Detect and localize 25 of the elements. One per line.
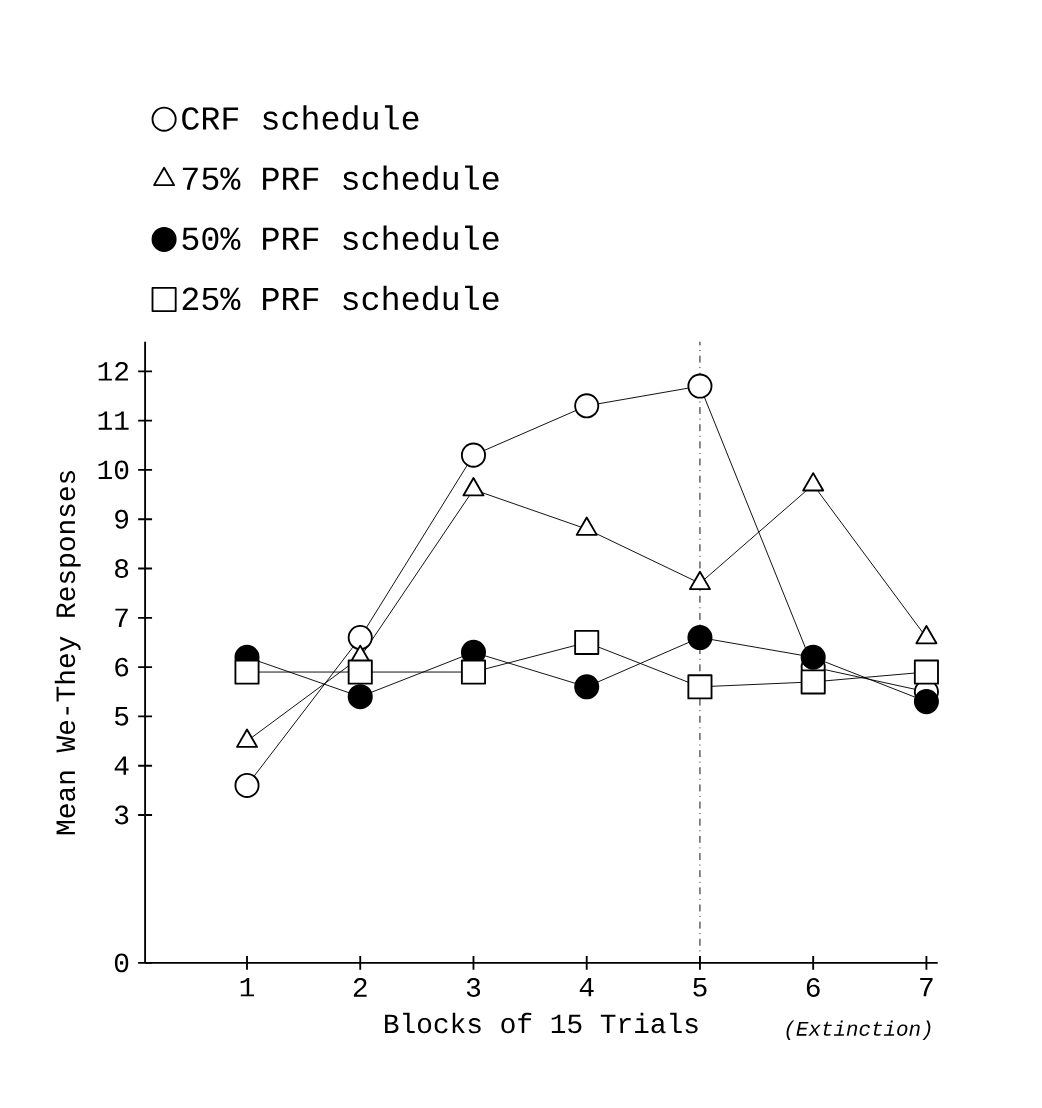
y-tick-label: 7	[115, 608, 128, 627]
x-tick-label: 1	[240, 978, 254, 997]
y-tick-label: 5	[114, 707, 129, 726]
legend-label: 75% PRF schedule	[182, 165, 499, 191]
legend-label: CRF schedule	[182, 105, 419, 130]
y-tick-label: 10	[98, 460, 129, 480]
y-axis-title: Mean We-They Responses	[54, 471, 81, 835]
text: (Extinction)	[786, 1020, 931, 1040]
y-tick-label: 8	[115, 559, 129, 578]
x-tick-label: 2	[353, 978, 367, 997]
y-tick-label: 12	[98, 362, 128, 381]
x-tick-label: 4	[579, 978, 594, 997]
y-tick-label: 3	[114, 805, 129, 825]
x-tick-label: 6	[806, 978, 820, 997]
x-axis-title: Blocks of 15 Trials	[385, 1012, 698, 1034]
legend-label: 25% PRF schedule	[182, 285, 499, 311]
y-tick-label: 11	[98, 411, 129, 430]
y-tick-label: 6	[115, 657, 129, 677]
y-tick-label: 4	[114, 756, 129, 775]
x-tick-label: 7	[920, 978, 933, 997]
y-tick-label: 9	[115, 509, 128, 529]
y-tick-label: 0	[114, 953, 129, 973]
x-tick-label: 5	[693, 978, 707, 997]
legend-label: 50% PRF schedule	[182, 225, 499, 251]
x-tick-label: 3	[466, 978, 481, 997]
